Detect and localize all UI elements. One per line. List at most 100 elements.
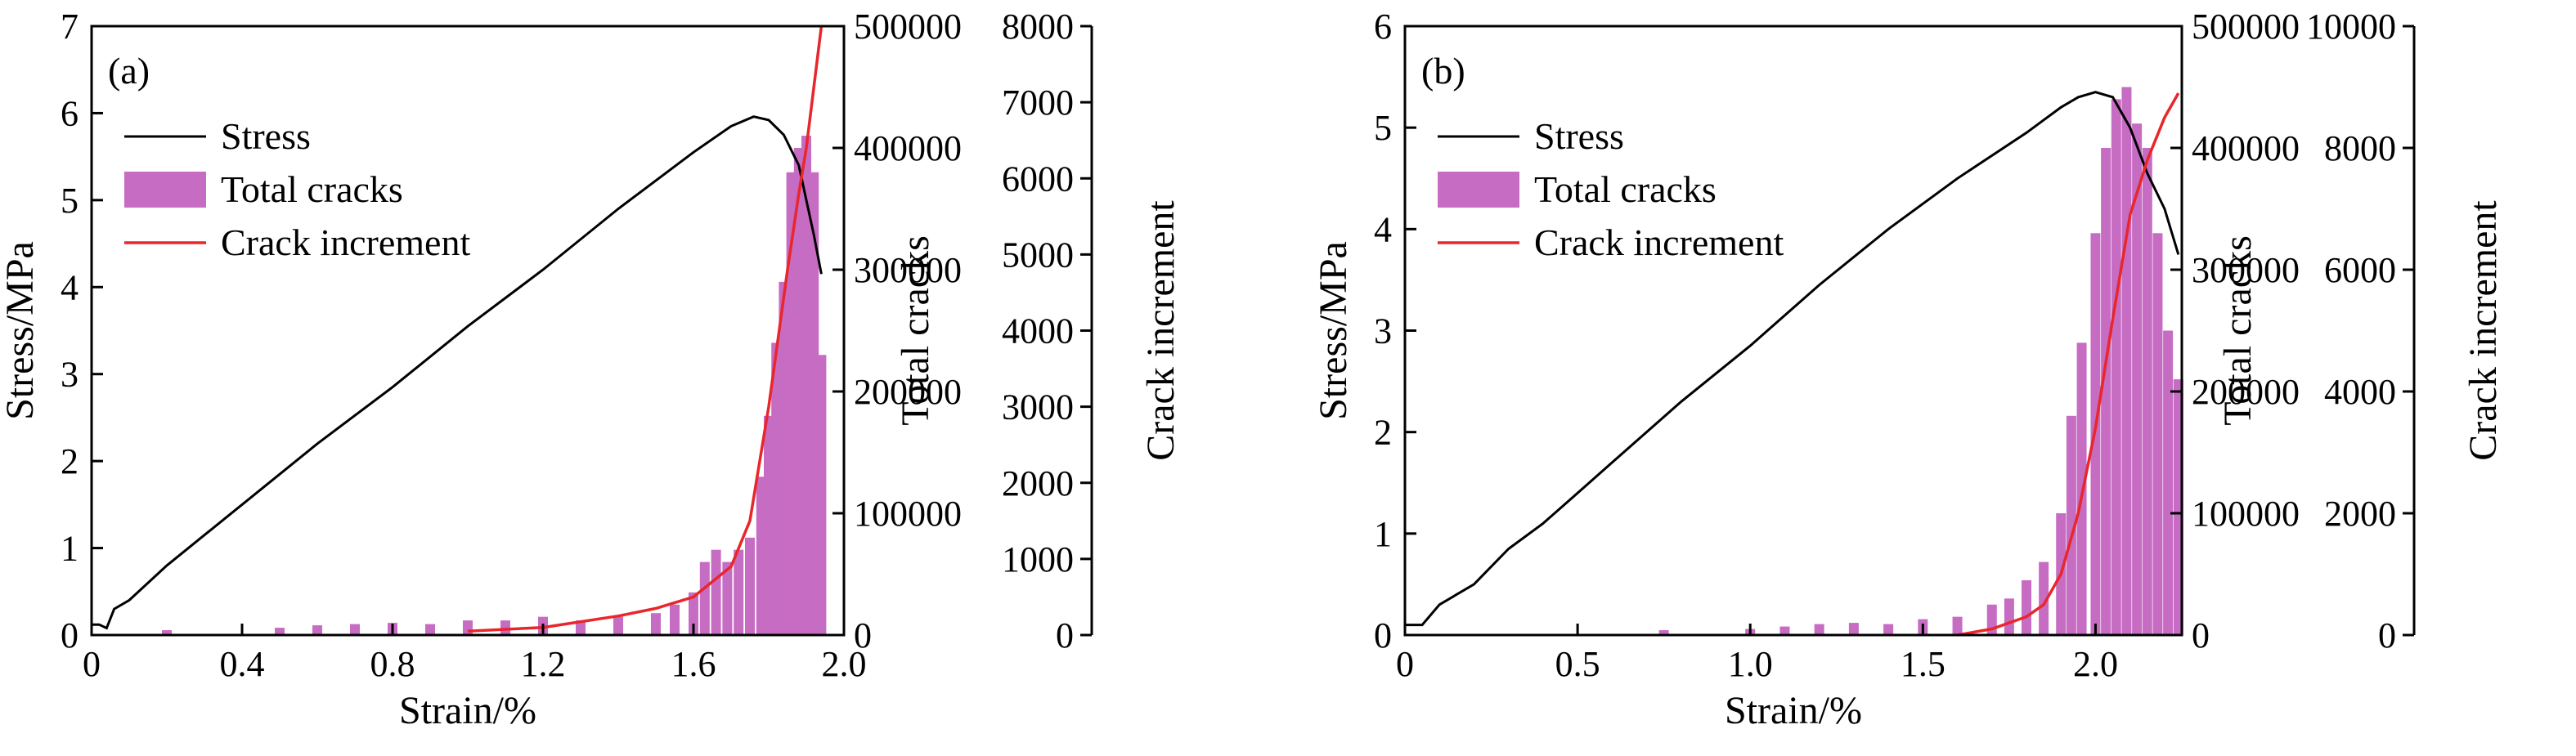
total-cracks-bar xyxy=(425,624,435,635)
crack-increment-line xyxy=(1957,92,2180,637)
x-tick-label: 2.0 xyxy=(822,644,867,684)
total-cracks-bar xyxy=(2163,330,2174,635)
total-cracks-bar xyxy=(816,355,827,635)
y-right1-tick-label: 0 xyxy=(854,615,872,655)
total-cracks-bar xyxy=(699,561,710,635)
y-right1-tick-label: 500000 xyxy=(854,7,962,47)
y-right2-tick-label: 2000 xyxy=(1002,463,1074,503)
total-cracks-bar xyxy=(2152,233,2163,635)
x-tick-label: 1.2 xyxy=(521,644,566,684)
y-right2-axis-label: Crack increment xyxy=(1139,200,1183,461)
y-right1-axis-label: Total cracks xyxy=(2216,235,2260,426)
y-right2-tick-label: 10000 xyxy=(2306,7,2396,47)
y-right2-tick-label: 4000 xyxy=(1002,311,1074,351)
total-cracks-bar xyxy=(275,628,285,635)
total-cracks-bar xyxy=(576,620,586,635)
y-right2-tick-label: 5000 xyxy=(1002,235,1074,275)
y-left-tick-label: 4 xyxy=(61,267,79,307)
x-tick-label: 0 xyxy=(83,644,101,684)
y-right1-axis-label: Total cracks xyxy=(894,235,937,426)
x-tick-label: 1.0 xyxy=(1728,644,1773,684)
total-cracks-bar xyxy=(793,148,804,635)
total-cracks-bar xyxy=(711,549,721,635)
y-right2-tick-label: 4000 xyxy=(2324,372,2396,412)
x-tick-label: 0.5 xyxy=(1555,644,1600,684)
y-left-tick-label: 7 xyxy=(61,7,79,47)
legend-crack-increment-label: Crack increment xyxy=(221,221,470,263)
stress-line xyxy=(1405,91,2180,627)
legend-total-cracks-label: Total cracks xyxy=(221,168,403,210)
total-cracks-bar xyxy=(1848,623,1859,635)
total-cracks-bar xyxy=(801,136,811,636)
total-cracks-bar xyxy=(734,549,744,635)
total-cracks-bar xyxy=(745,537,755,635)
y-left-tick-label: 0 xyxy=(61,615,79,655)
total-cracks-bar xyxy=(670,604,680,635)
total-cracks-bar xyxy=(500,620,510,635)
total-cracks-bar xyxy=(1952,616,1963,635)
y-right2-tick-label: 7000 xyxy=(1002,83,1074,123)
x-tick-label: 1.5 xyxy=(1901,644,1945,684)
total-cracks-bar xyxy=(613,616,623,635)
legend-total-cracks-label: Total cracks xyxy=(1534,168,1717,210)
y-right1-tick-label: 0 xyxy=(2192,615,2210,655)
y-right2-tick-label: 3000 xyxy=(1002,387,1074,427)
y-left-tick-label: 3 xyxy=(61,355,79,395)
y-left-tick-label: 1 xyxy=(1374,514,1392,554)
crack-increment-line xyxy=(467,25,824,633)
total-cracks-bar xyxy=(722,561,733,635)
total-cracks-bar xyxy=(312,625,322,635)
total-cracks-bar xyxy=(1658,630,1669,635)
total-cracks-bar xyxy=(651,613,661,635)
y-left-axis-label: Stress/MPa xyxy=(0,241,42,420)
total-cracks-bar xyxy=(756,476,766,635)
total-cracks-bar xyxy=(2066,415,2076,635)
legend-total-cracks-swatch xyxy=(124,172,206,208)
total-cracks-bar xyxy=(1883,624,1894,635)
total-cracks-bar xyxy=(2039,561,2049,635)
total-cracks-bar xyxy=(350,624,360,635)
y-left-tick-label: 0 xyxy=(1374,615,1392,655)
y-right1-tick-label: 100000 xyxy=(2192,494,2300,534)
y-left-axis-label: Stress/MPa xyxy=(1312,241,1355,420)
y-left-tick-label: 2 xyxy=(1374,413,1392,453)
total-cracks-bar xyxy=(2111,99,2121,635)
y-right2-tick-label: 8000 xyxy=(2324,128,2396,168)
plot-frame xyxy=(90,25,846,637)
total-cracks-bar xyxy=(2101,148,2112,635)
total-cracks-bar xyxy=(162,630,172,635)
y-right1-tick-label: 400000 xyxy=(2192,128,2300,168)
total-cracks-bar xyxy=(2121,87,2132,635)
total-cracks-bar xyxy=(809,172,819,636)
total-cracks-bar xyxy=(2142,148,2152,635)
total-cracks-bar xyxy=(463,620,473,635)
y-right2-tick-label: 0 xyxy=(1056,615,1074,655)
y-right1-tick-label: 300000 xyxy=(854,250,962,290)
total-cracks-bar xyxy=(779,281,789,635)
x-tick-label: 0.4 xyxy=(220,644,265,684)
y-right2-tick-label: 6000 xyxy=(1002,159,1074,199)
x-axis-label: Strain/% xyxy=(1725,689,1862,732)
total-cracks-bar xyxy=(786,172,797,636)
total-cracks-bar xyxy=(689,592,698,635)
x-tick-label: 0.8 xyxy=(370,644,415,684)
y-right2-axis-label: Crack increment xyxy=(2462,200,2505,461)
legend-stress-label: Stress xyxy=(221,115,311,157)
total-cracks-bar xyxy=(2132,123,2143,635)
y-right2-tick-label: 1000 xyxy=(1002,539,1074,579)
x-tick-label: 0 xyxy=(1396,644,1414,684)
total-cracks-bar xyxy=(1814,624,1824,635)
legend-crack-increment-label: Crack increment xyxy=(1534,221,1784,263)
y-right1-tick-label: 400000 xyxy=(854,128,962,168)
stress-line xyxy=(92,115,823,630)
y-right1-tick-label: 500000 xyxy=(2192,7,2300,47)
total-cracks-bar xyxy=(764,415,774,635)
y-right2-tick-label: 6000 xyxy=(2324,250,2396,290)
legend-total-cracks-swatch xyxy=(1438,172,1519,208)
x-tick-label: 1.6 xyxy=(671,644,716,684)
y-right2-tick-label: 2000 xyxy=(2324,494,2396,534)
y-right2-tick-label: 0 xyxy=(2378,615,2396,655)
x-tick-label: 2.0 xyxy=(2073,644,2118,684)
panel-label: (b) xyxy=(1421,50,1465,92)
